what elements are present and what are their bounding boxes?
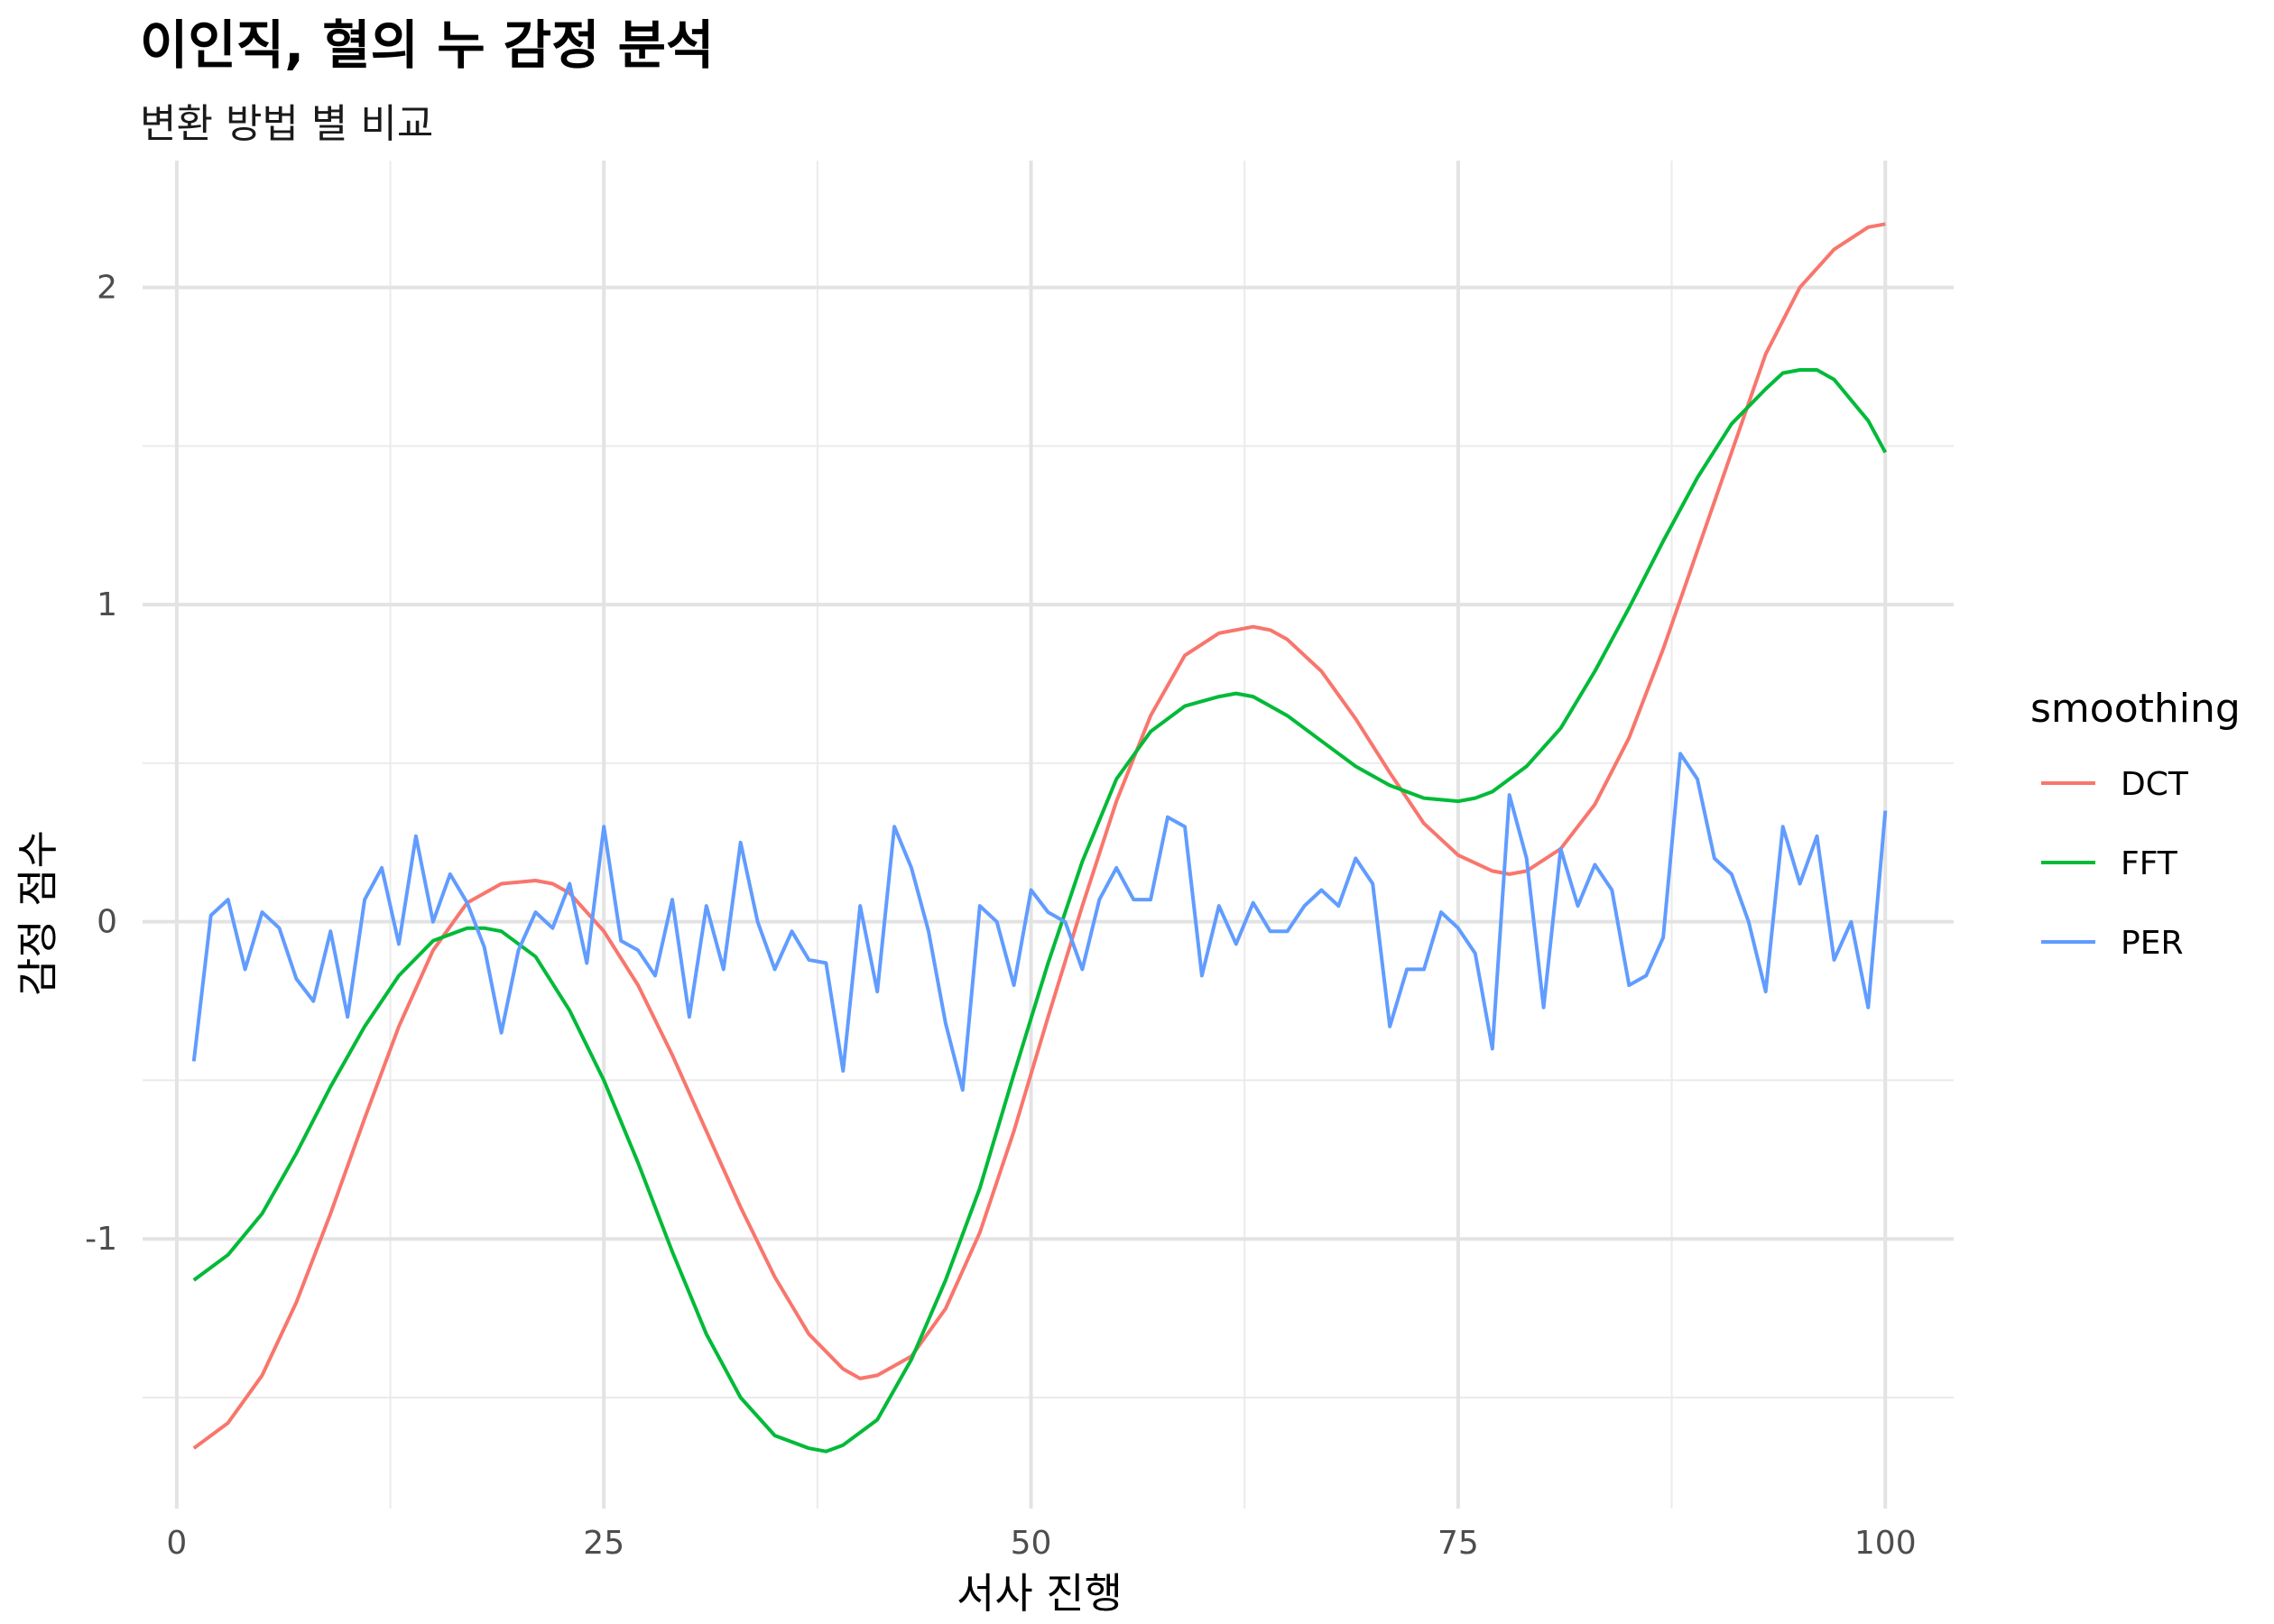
x-tick-label: 50 <box>1011 1525 1052 1562</box>
y-tick-label: -1 <box>85 1221 117 1258</box>
y-tick-label: 2 <box>97 270 117 307</box>
legend: smoothing DCT FFT PER <box>2030 686 2241 962</box>
y-tick-label: 0 <box>97 904 117 941</box>
x-tick-label: 0 <box>166 1525 187 1562</box>
legend-label-dct: DCT <box>2121 766 2189 803</box>
minor-gridlines <box>143 161 1954 1509</box>
y-tick-label: 1 <box>97 586 117 623</box>
legend-items: DCT FFT PER <box>2041 766 2189 962</box>
x-tick-label: 75 <box>1437 1525 1479 1562</box>
y-tick-labels: -1 0 1 2 <box>85 270 117 1259</box>
major-gridlines <box>143 161 1954 1509</box>
x-tick-labels: 0 25 50 75 100 <box>166 1525 1916 1562</box>
legend-title: smoothing <box>2030 686 2241 732</box>
series-line-per <box>191 752 1888 1092</box>
x-tick-label: 25 <box>583 1525 624 1562</box>
series-line-dct <box>192 222 1886 1450</box>
x-tick-label: 100 <box>1854 1525 1917 1562</box>
legend-label-per: PER <box>2121 925 2183 962</box>
chart-title: 이인직, 혈의 누 감정 분석 <box>140 14 714 76</box>
chart-subtitle: 변환 방법 별 비교 <box>140 101 433 147</box>
y-axis-label: 감정 점수 <box>14 830 62 996</box>
x-axis-label: 서사 진행 <box>957 1569 1123 1618</box>
series-lines <box>191 222 1888 1453</box>
series-line-fft <box>192 368 1888 1453</box>
legend-label-fft: FFT <box>2121 845 2178 882</box>
